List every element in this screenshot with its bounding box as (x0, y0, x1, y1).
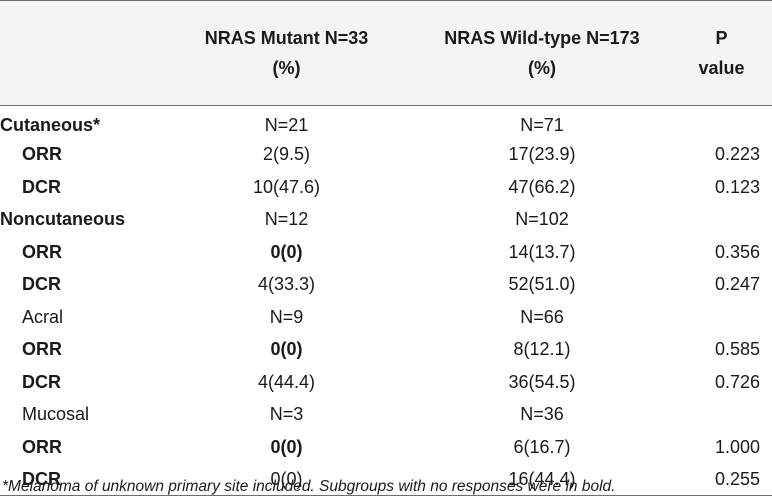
cell-wildtype: 14(13.7) (508, 241, 576, 262)
cell-mutant: N=12 (264, 209, 309, 230)
cell-wildtype: N=102 (515, 209, 569, 230)
cell-wildtype: 52(51.0) (508, 274, 576, 295)
cell-mutant: 0(0) (270, 436, 303, 457)
cell-mutant: 10(47.6) (252, 176, 321, 197)
table-row-acral-dcr: DCR 4(44.4) 36(54.5) 0.726 (0, 366, 772, 399)
row-label: ORR (22, 339, 62, 360)
cell-p-value: 0.223 (714, 144, 760, 165)
table-row-noncutaneous-dcr: DCR 4(33.3) 52(51.0) 0.247 (0, 268, 772, 301)
cell-mutant: 4(33.3) (257, 274, 316, 295)
cell-wildtype: 16(44.4) (413, 463, 671, 496)
cell-p-value: 0.726 (714, 371, 760, 392)
header-nras-wildtype-unit: (%) (528, 58, 556, 78)
header-p-value-line1: P (715, 28, 728, 48)
table-footnote: *Melanoma of unknown primary site includ… (2, 478, 616, 495)
table-row-noncutaneous-orr: ORR 0(0) 14(13.7) 0.356 (0, 236, 772, 269)
cell-mutant: 2(9.5) (262, 144, 311, 165)
cell-mutant: N=9 (269, 306, 304, 327)
table-row-mucosal-orr: ORR 0(0) 6(16.7) 1.000 (0, 431, 772, 464)
cell-wildtype: 8(12.1) (513, 339, 571, 360)
cell-p-value (671, 203, 772, 236)
row-label: ORR (22, 436, 62, 457)
table-row-mucosal: Mucosal N=3 N=36 (0, 398, 772, 431)
header-nras-wildtype: NRAS Wild-type N=173 (%) (413, 0, 671, 106)
cell-mutant: 0(0) (270, 241, 303, 262)
cell-p-value (671, 398, 772, 431)
row-label: ORR (22, 241, 62, 262)
cell-mutant: 4(44.4) (257, 371, 316, 392)
table-row-noncutaneous: Noncutaneous N=12 N=102 (0, 203, 772, 236)
table-row-acral: Acral N=9 N=66 (0, 301, 772, 334)
cell-mutant: 0(0) (160, 463, 413, 496)
row-label: Cutaneous* (0, 115, 101, 135)
cell-wildtype: 36(54.5) (508, 371, 576, 392)
cell-wildtype: 6(16.7) (513, 436, 571, 457)
cell-mutant: N=21 (264, 115, 309, 135)
table-row-cutaneous-dcr: DCR 10(47.6) 47(66.2) 0.123 (0, 171, 772, 204)
cell-p-value: 0.247 (714, 274, 760, 295)
cell-wildtype: N=36 (520, 404, 564, 425)
row-label: Noncutaneous (0, 209, 126, 230)
cell-p-value: 0.356 (714, 241, 760, 262)
header-nras-wildtype-title: NRAS Wild-type N=173 (444, 28, 640, 48)
table-row-acral-orr: ORR 0(0) 8(12.1) 0.585 (0, 333, 772, 366)
row-label: Mucosal (22, 404, 90, 425)
header-nras-mutant: NRAS Mutant N=33 (%) (160, 0, 413, 106)
table-row-cutaneous: Cutaneous* N=21 N=71 (0, 106, 772, 139)
table-row-mucosal-dcr: DCR 0(0) 16(44.4) 0.255 (0, 463, 772, 496)
header-p-value: P value (671, 0, 772, 106)
table-row-cutaneous-orr: ORR 2(9.5) 17(23.9) 0.223 (0, 138, 772, 171)
row-label: DCR (22, 176, 61, 197)
cell-p-value (671, 106, 772, 139)
cell-p-value: 0.255 (671, 463, 772, 496)
header-p-value-line2: value (698, 58, 745, 78)
row-label: DCR (22, 274, 61, 295)
cell-mutant: N=3 (269, 404, 304, 425)
cell-p-value: 0.123 (714, 176, 760, 197)
cell-p-value: 1.000 (714, 436, 760, 457)
row-label: ORR (22, 144, 62, 165)
header-nras-mutant-unit: (%) (272, 58, 301, 78)
row-label: DCR (22, 371, 61, 392)
header-nras-mutant-title: NRAS Mutant N=33 (204, 28, 369, 48)
cell-wildtype: 17(23.9) (508, 144, 576, 165)
cell-p-value (671, 301, 772, 334)
row-label: Acral (22, 306, 64, 327)
cell-wildtype: 47(66.2) (508, 176, 576, 197)
cell-p-value: 0.585 (714, 339, 760, 360)
row-label: DCR (0, 463, 160, 496)
header-subgroup (0, 0, 160, 106)
cell-wildtype: N=71 (520, 115, 564, 135)
table-header-row: NRAS Mutant N=33 (%) NRAS Wild-type N=17… (0, 0, 772, 106)
cell-wildtype: N=66 (520, 306, 564, 327)
cell-mutant: 0(0) (270, 339, 303, 360)
